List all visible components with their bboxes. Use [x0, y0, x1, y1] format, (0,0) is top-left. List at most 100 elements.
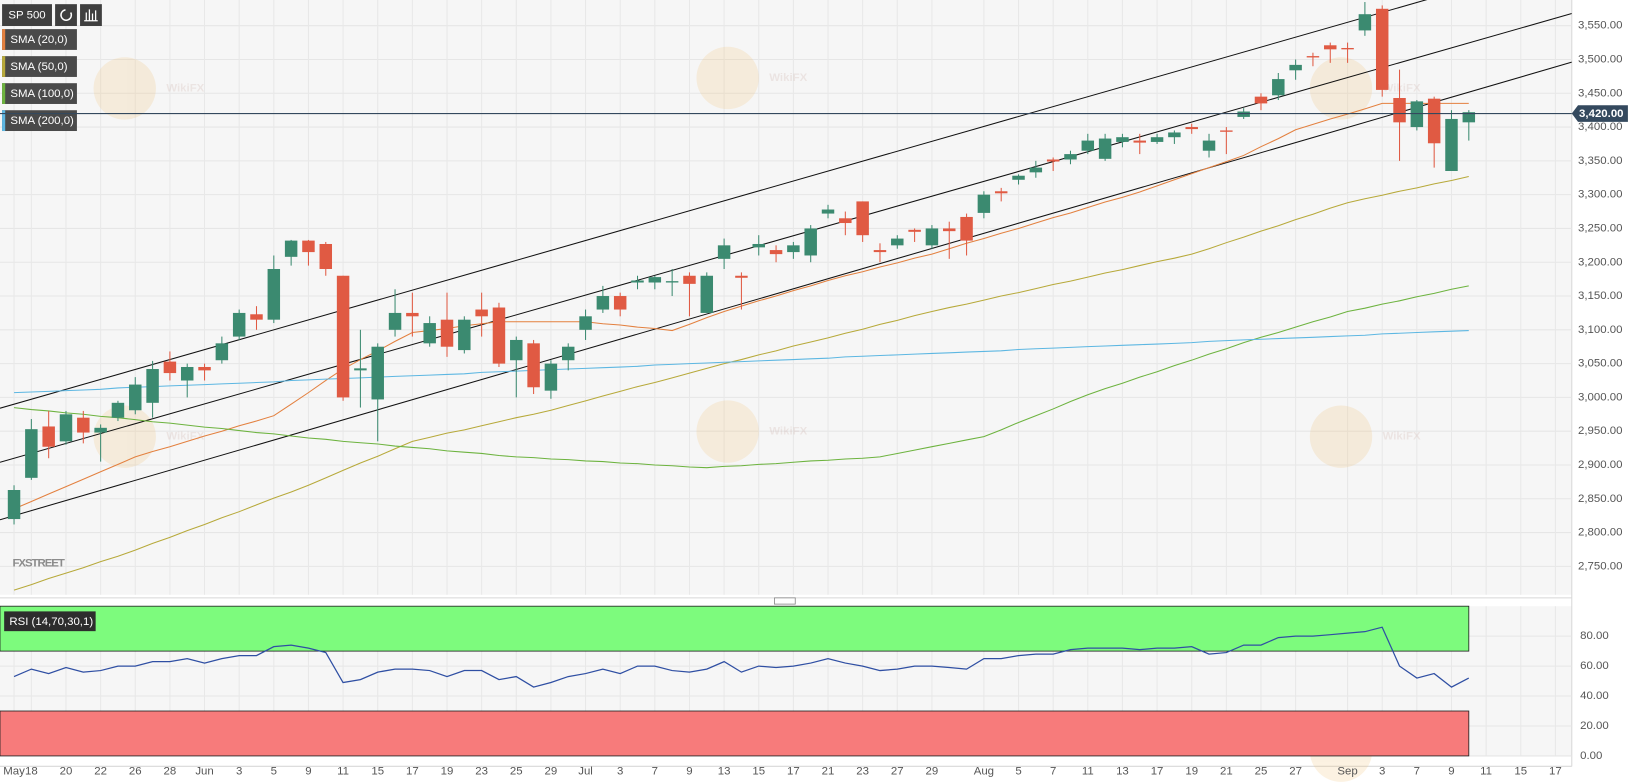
rsi-band: [0, 710, 1470, 757]
candle-body: [1098, 138, 1112, 159]
y-tick-label: 3,500.00: [1578, 53, 1622, 65]
candle-body: [1168, 132, 1181, 138]
candle-body: [544, 363, 558, 391]
indicator-icon: [84, 9, 98, 22]
candle-body: [492, 307, 506, 364]
candle-body: [267, 268, 281, 320]
candle-body: [77, 417, 90, 433]
candle-body: [700, 275, 714, 313]
logo: FXSTREET: [12, 558, 64, 570]
labels: 2,750.00 2,800.00 2,850.00 2,900.00 2,950.00…: [3, 20, 1622, 778]
candle-body: [423, 323, 436, 344]
candle-body: [1150, 137, 1164, 142]
rsi-band: [0, 605, 1470, 652]
candle-body: [596, 296, 610, 310]
x-tick-label: 3: [617, 766, 623, 778]
x-tick-label: May: [3, 766, 25, 778]
candle-body: [475, 309, 488, 317]
legend-box[interactable]: [2, 110, 77, 132]
candle-body: [665, 281, 679, 283]
watermark: WikiFX: [166, 431, 204, 443]
watermark: WikiFX: [1383, 82, 1421, 94]
watermark-icon: [696, 46, 759, 110]
x-tick-label: Sep: [1337, 766, 1357, 778]
y-tick-label: 3,400.00: [1578, 121, 1622, 133]
y-tick-label: 3,000.00: [1578, 391, 1622, 403]
rsi-tick-label: 60.00: [1580, 660, 1609, 672]
legend-box[interactable]: [2, 56, 77, 77]
y-tick-label: 2,800.00: [1578, 527, 1622, 539]
legend-label[interactable]: SMA (100,0): [10, 88, 74, 100]
watermark: WikiFX: [769, 72, 807, 84]
x-tick-label: 20: [60, 766, 73, 778]
trend-line: [0, 0, 1428, 409]
indicator-button[interactable]: [80, 4, 102, 26]
legend-swatch: [2, 56, 6, 77]
legend-label[interactable]: SMA (50,0): [10, 61, 67, 73]
legend-box[interactable]: [2, 29, 77, 50]
candle-body: [458, 319, 471, 351]
x-tick-label: 3: [236, 766, 242, 778]
legend-label[interactable]: SMA (20,0): [10, 34, 67, 46]
candle-body: [146, 369, 159, 403]
x-tick-label: Aug: [974, 766, 994, 778]
plot-background: [0, 0, 1572, 595]
x-tick-label: 29: [926, 766, 939, 778]
candle-body: [1410, 101, 1424, 128]
x-tick-label: 5: [1015, 766, 1021, 778]
x-tick-label: 15: [752, 766, 765, 778]
watermarks: WikiFXWikiFXWikiFXWikiFXWikiFXWikiFXWiki…: [93, 46, 1421, 782]
watermark-icon: [93, 57, 156, 120]
symbol-label[interactable]: SP 500: [8, 10, 45, 22]
x-tick-label: 25: [510, 766, 523, 778]
candle-body: [388, 312, 402, 330]
candle-body: [94, 427, 107, 433]
candle-body: [371, 346, 384, 400]
y-tick-label: 3,300.00: [1578, 189, 1622, 201]
x-tick-label: 9: [1448, 766, 1454, 778]
legend-label[interactable]: SMA (200,0): [10, 115, 74, 127]
candle-body: [1427, 98, 1441, 144]
y-tick-label: 2,750.00: [1578, 560, 1622, 572]
x-tick-label: 17: [406, 766, 419, 778]
last-price-badge: [1571, 105, 1628, 122]
candle-body: [42, 426, 55, 447]
candle-body: [1064, 154, 1077, 160]
candle-body: [129, 384, 142, 411]
x-tick-label: 5: [271, 766, 277, 778]
rsi-label-box[interactable]: [4, 611, 96, 632]
candle-body: [735, 275, 748, 278]
watermark-icon: [1309, 57, 1373, 120]
y-tick-label: 2,950.00: [1578, 425, 1622, 437]
candle-body: [977, 194, 991, 213]
x-tick-label: 21: [1220, 766, 1233, 778]
candle-body: [336, 275, 350, 398]
x-tick-label: 7: [652, 766, 658, 778]
candle-body: [1185, 127, 1198, 130]
rsi-tick-label: 0.00: [1580, 750, 1602, 762]
refresh-button[interactable]: [55, 4, 77, 26]
candle-body: [1254, 96, 1268, 104]
x-tick-label: 11: [1480, 766, 1492, 778]
x-tick-label: 19: [441, 766, 454, 778]
candle-body: [510, 339, 523, 361]
candles: [7, 2, 1476, 525]
pane-resize-handle[interactable]: [774, 597, 796, 605]
candle-body: [1046, 159, 1060, 162]
candle-body: [804, 228, 817, 256]
rsi-label[interactable]: RSI (14,70,30,1): [9, 616, 93, 628]
y-tick-label: 3,100.00: [1578, 324, 1622, 336]
candle-body: [250, 314, 263, 320]
watermark: WikiFX: [166, 82, 204, 94]
x-tick-label: 25: [1255, 766, 1268, 778]
x-tick-label: 28: [164, 766, 177, 778]
candle-body: [163, 361, 177, 374]
candle-body: [1358, 14, 1372, 31]
x-tick-label: 9: [686, 766, 692, 778]
candle-body: [769, 250, 783, 255]
legend-box[interactable]: [2, 83, 77, 104]
candle-body: [683, 275, 696, 284]
symbol-box[interactable]: [2, 4, 52, 26]
candle-body: [111, 402, 125, 418]
x-tick-label: 17: [787, 766, 800, 778]
